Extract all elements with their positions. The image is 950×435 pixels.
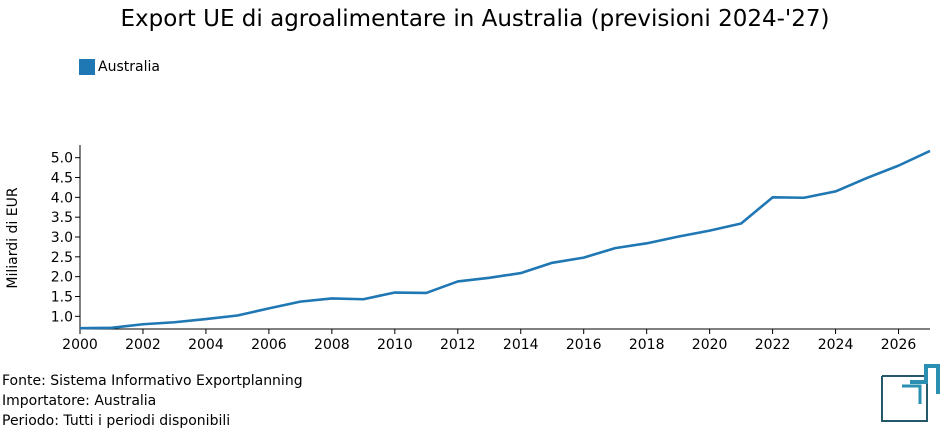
x-tick-label: 2018 bbox=[629, 337, 665, 353]
y-tick-label: 3.0 bbox=[51, 230, 73, 246]
x-tick-label: 2010 bbox=[377, 337, 413, 353]
y-tick-label: 2.0 bbox=[51, 270, 73, 286]
y-tick-label: 4.0 bbox=[51, 190, 73, 206]
y-tick-label: 3.5 bbox=[51, 210, 73, 226]
x-tick-label: 2008 bbox=[314, 337, 350, 353]
legend-swatch-australia bbox=[79, 59, 95, 75]
importer-text: Importatore: Australia bbox=[2, 393, 157, 409]
period-text: Periodo: Tutti i periodi disponibili bbox=[2, 413, 231, 429]
x-tick-label: 2006 bbox=[251, 337, 287, 353]
source-text: Fonte: Sistema Informativo Exportplannin… bbox=[2, 373, 303, 389]
x-tick-label: 2000 bbox=[62, 337, 98, 353]
x-tick-label: 2026 bbox=[881, 337, 917, 353]
x-tick-label: 2020 bbox=[692, 337, 728, 353]
x-tick-label: 2022 bbox=[755, 337, 791, 353]
x-tick-label: 2014 bbox=[503, 337, 539, 353]
chart-footer: Fonte: Sistema Informativo Exportplannin… bbox=[2, 371, 303, 431]
line-chart: 1.0 1.5 2.0 2.5 3.0 3.5 4.0 4.5 5.0 2000 2002 2004… bbox=[5, 145, 931, 353]
chart-title: Export UE di agroalimentare in Australia… bbox=[120, 6, 830, 32]
x-axis: 2000 2002 2004 2006 2008 2010 2012 2014 2016 2018… bbox=[62, 328, 930, 353]
y-tick-label: 4.5 bbox=[51, 171, 73, 187]
y-axis-label: Miliardi di EUR bbox=[5, 187, 21, 288]
x-tick-label: 2002 bbox=[125, 337, 161, 353]
x-tick-label: 2016 bbox=[566, 337, 602, 353]
y-tick-label: 1.5 bbox=[51, 289, 73, 305]
exportplanning-logo-icon bbox=[881, 364, 940, 422]
legend-label-australia: Australia bbox=[98, 59, 160, 75]
x-tick-label: 2024 bbox=[818, 337, 854, 353]
legend: Australia bbox=[79, 59, 160, 75]
series-layer bbox=[79, 149, 931, 330]
y-tick-label: 2.5 bbox=[51, 250, 73, 266]
y-tick-label: 5.0 bbox=[51, 151, 73, 167]
x-tick-label: 2004 bbox=[188, 337, 224, 353]
x-tick-label: 2012 bbox=[440, 337, 476, 353]
y-tick-label: 1.0 bbox=[51, 309, 73, 325]
series-line-australia bbox=[79, 149, 931, 330]
y-axis: 1.0 1.5 2.0 2.5 3.0 3.5 4.0 4.5 5.0 bbox=[51, 145, 81, 329]
